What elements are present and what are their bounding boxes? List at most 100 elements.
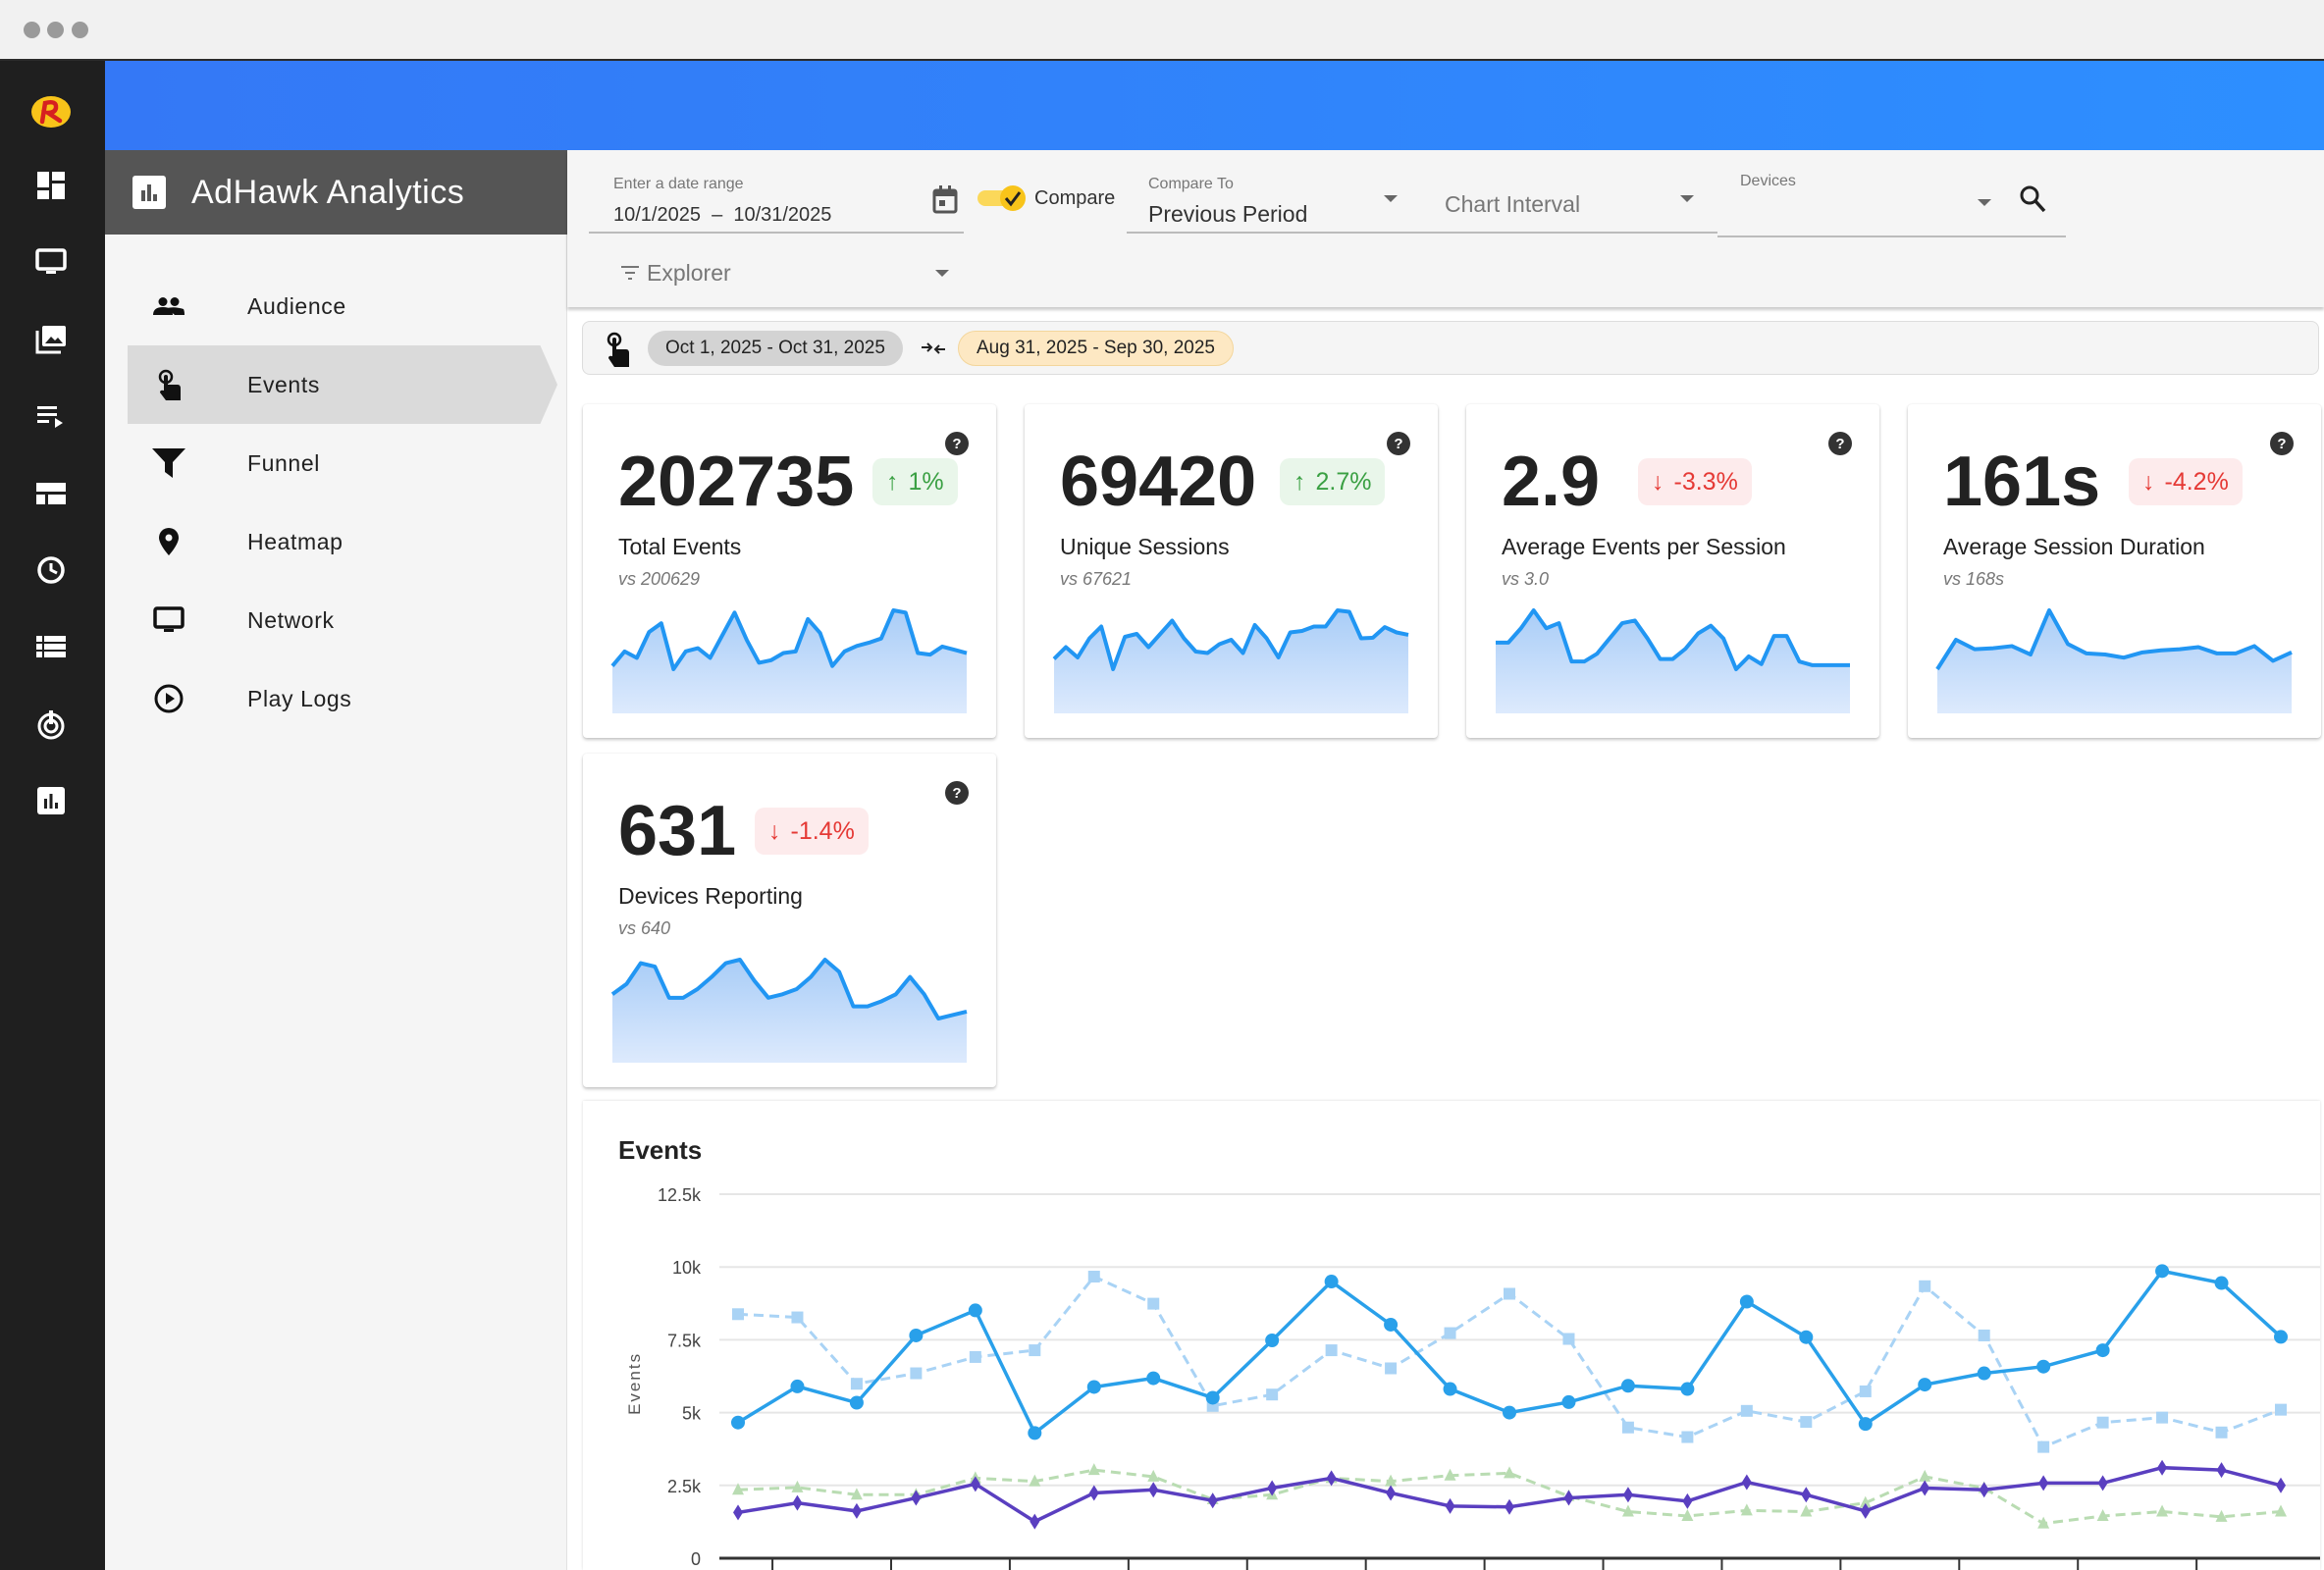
data-point[interactable] xyxy=(731,1415,745,1430)
data-point[interactable] xyxy=(2036,1359,2051,1374)
help-icon[interactable]: ? xyxy=(945,781,969,805)
search-icon[interactable] xyxy=(2019,184,2046,214)
sidebar-item-network[interactable]: Network xyxy=(128,581,557,659)
data-point[interactable] xyxy=(1680,1382,1695,1396)
data-point[interactable] xyxy=(1029,1344,1041,1357)
data-point[interactable] xyxy=(1445,1497,1455,1514)
data-point[interactable] xyxy=(850,1378,863,1390)
data-point[interactable] xyxy=(1324,1275,1339,1289)
data-point[interactable] xyxy=(1267,1480,1278,1496)
data-point[interactable] xyxy=(2096,1508,2109,1521)
window-close-button[interactable] xyxy=(24,22,40,38)
data-point[interactable] xyxy=(969,1350,981,1363)
data-point[interactable] xyxy=(1207,1492,1218,1509)
list-icon[interactable] xyxy=(35,631,67,662)
data-point[interactable] xyxy=(1086,1380,1101,1394)
data-point[interactable] xyxy=(851,1502,862,1519)
data-point[interactable] xyxy=(968,1303,982,1318)
data-point[interactable] xyxy=(1385,1474,1398,1487)
data-point[interactable] xyxy=(1799,1330,1814,1344)
data-point[interactable] xyxy=(1621,1504,1634,1517)
data-point[interactable] xyxy=(1561,1394,1576,1409)
data-point[interactable] xyxy=(1325,1344,1338,1357)
data-point[interactable] xyxy=(909,1328,924,1342)
data-point[interactable] xyxy=(790,1379,805,1393)
dashboard-icon[interactable] xyxy=(35,170,67,201)
data-point[interactable] xyxy=(1504,1466,1515,1479)
logo[interactable] xyxy=(29,92,73,131)
data-point[interactable] xyxy=(1504,1287,1515,1300)
sidebar-item-events[interactable]: Events xyxy=(128,345,557,424)
data-point[interactable] xyxy=(1265,1333,1280,1347)
data-point[interactable] xyxy=(1740,1503,1753,1516)
data-point[interactable] xyxy=(1682,1492,1693,1509)
data-point[interactable] xyxy=(1739,1294,1754,1309)
data-point[interactable] xyxy=(2276,1477,2286,1493)
data-point[interactable] xyxy=(1503,1405,1516,1420)
data-point[interactable] xyxy=(1740,1404,1753,1417)
data-point[interactable] xyxy=(2096,1416,2109,1429)
data-point[interactable] xyxy=(2037,1440,2050,1453)
data-point[interactable] xyxy=(2215,1509,2228,1522)
data-point[interactable] xyxy=(1205,1390,1220,1405)
help-icon[interactable]: ? xyxy=(2270,432,2294,455)
help-icon[interactable]: ? xyxy=(1828,432,1852,455)
playlist-icon[interactable] xyxy=(35,400,67,432)
data-point[interactable] xyxy=(1147,1469,1160,1482)
data-point[interactable] xyxy=(2038,1475,2049,1492)
data-point[interactable] xyxy=(911,1490,922,1506)
data-point[interactable] xyxy=(2214,1276,2229,1290)
sidebar-item-audience[interactable]: Audience xyxy=(128,267,557,345)
window-maximize-button[interactable] xyxy=(72,22,88,38)
sidebar-item-heatmap[interactable]: Heatmap xyxy=(128,502,557,581)
data-point[interactable] xyxy=(1978,1329,1990,1341)
target-icon[interactable] xyxy=(35,708,67,740)
data-point[interactable] xyxy=(1266,1388,1279,1401)
data-point[interactable] xyxy=(1741,1474,1752,1491)
data-point[interactable] xyxy=(1384,1317,1399,1332)
data-point[interactable] xyxy=(849,1395,864,1410)
data-point[interactable] xyxy=(1563,1490,1574,1506)
data-point[interactable] xyxy=(2215,1426,2228,1439)
data-point[interactable] xyxy=(1681,1508,1694,1521)
window-minimize-button[interactable] xyxy=(47,22,64,38)
data-point[interactable] xyxy=(1087,1270,1100,1282)
data-point[interactable] xyxy=(1088,1485,1099,1501)
data-point[interactable] xyxy=(1859,1385,1872,1397)
data-point[interactable] xyxy=(733,1504,743,1521)
data-point[interactable] xyxy=(1979,1482,1989,1498)
data-point[interactable] xyxy=(1620,1379,1635,1393)
data-point[interactable] xyxy=(1385,1362,1398,1375)
data-point[interactable] xyxy=(2156,1411,2169,1424)
data-point[interactable] xyxy=(1148,1482,1159,1498)
data-point[interactable] xyxy=(1919,1280,1931,1292)
data-point[interactable] xyxy=(1444,1468,1456,1481)
explorer-select[interactable]: Explorer xyxy=(621,253,960,292)
data-point[interactable] xyxy=(2095,1343,2110,1358)
data-point[interactable] xyxy=(1562,1333,1575,1345)
data-point[interactable] xyxy=(1505,1498,1514,1515)
data-point[interactable] xyxy=(1146,1371,1161,1386)
clock-icon[interactable] xyxy=(35,554,67,586)
data-point[interactable] xyxy=(1977,1366,1991,1381)
help-icon[interactable]: ? xyxy=(1387,432,1410,455)
layout-icon[interactable] xyxy=(35,478,67,509)
devices-select[interactable]: Devices xyxy=(1717,160,2066,238)
data-point[interactable] xyxy=(1087,1463,1100,1476)
data-point[interactable] xyxy=(1443,1382,1457,1396)
data-point[interactable] xyxy=(2097,1475,2108,1492)
data-point[interactable] xyxy=(791,1311,804,1324)
data-point[interactable] xyxy=(1622,1487,1633,1503)
chart-interval-select[interactable]: Chart Interval xyxy=(1421,160,1717,234)
data-point[interactable] xyxy=(2274,1330,2288,1344)
sidebar-item-play-logs[interactable]: Play Logs xyxy=(128,659,557,738)
data-point[interactable] xyxy=(732,1483,744,1495)
data-point[interactable] xyxy=(792,1494,803,1511)
date-range-field[interactable]: Enter a date range 10/1/2025 – 10/31/202… xyxy=(589,160,964,234)
compare-to-select[interactable]: Compare To Previous Period xyxy=(1127,160,1421,234)
data-point[interactable] xyxy=(1147,1297,1160,1310)
sidebar-item-funnel[interactable]: Funnel xyxy=(128,424,557,502)
current-period-chip[interactable]: Oct 1, 2025 - Oct 31, 2025 xyxy=(648,331,903,366)
data-point[interactable] xyxy=(1029,1474,1041,1487)
data-point[interactable] xyxy=(2155,1264,2170,1279)
